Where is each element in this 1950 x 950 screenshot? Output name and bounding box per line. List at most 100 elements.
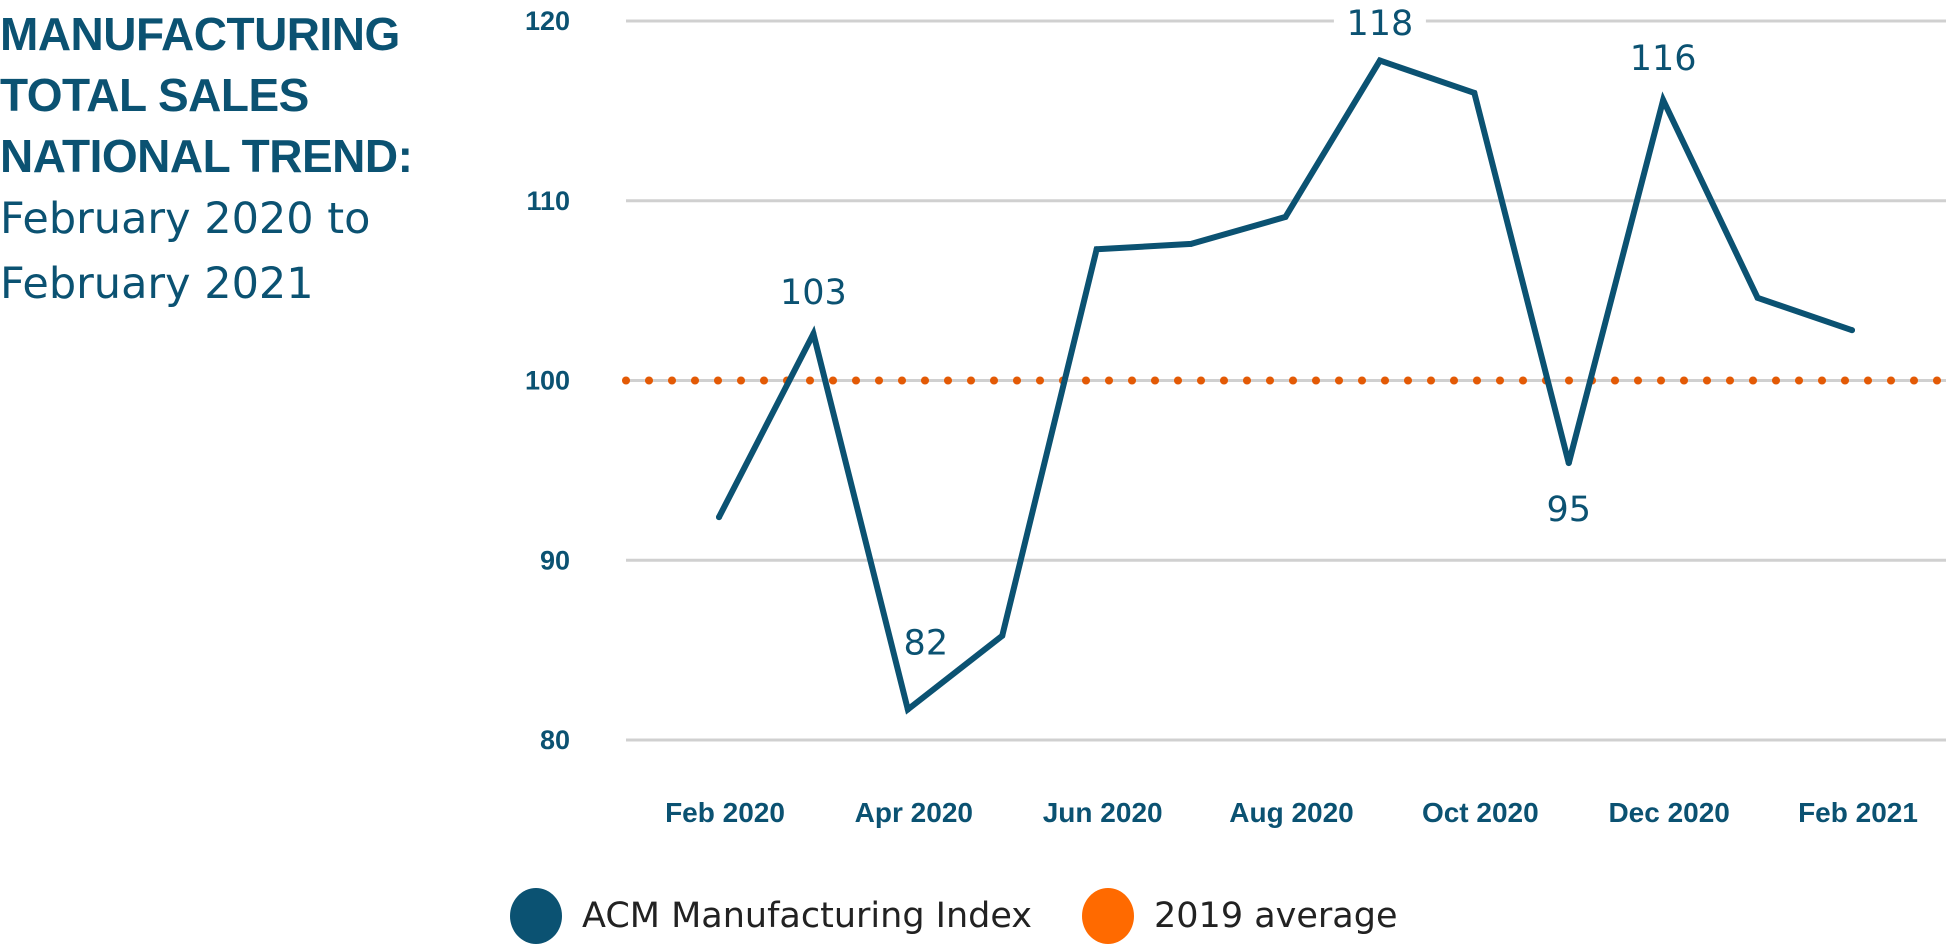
y-tick-label: 120 [525,6,570,36]
data-point-jan-2021 [1754,294,1761,301]
legend-swatch-blue-circle-icon [510,888,562,944]
reference-dot [1128,376,1136,385]
x-tick-label: Jun 2020 [1043,797,1163,828]
series-acm-manufacturing-index [716,56,1855,715]
reference-dot [1496,376,1504,385]
reference-dot [1703,376,1711,385]
reference-dot [1450,376,1458,385]
reference-dot [875,376,883,385]
reference-dot [1358,376,1366,385]
reference-dot [1404,376,1412,385]
data-label-118: 118 [1347,4,1414,44]
chart-subtitle-line-1: February 2020 to [0,194,371,244]
reference-dot [1841,376,1849,385]
reference-dot [944,376,952,385]
reference-dot [668,376,676,385]
chart-title-block: MANUFACTURING TOTAL SALES NATIONAL TREND… [0,4,413,317]
reference-dot [806,376,814,385]
data-point-nov-2020 [1565,460,1572,467]
x-tick-label: Apr 2020 [855,797,973,828]
reference-dot [1197,376,1205,385]
reference-dot [1243,376,1251,385]
x-tick-label: Feb 2020 [665,797,785,828]
data-point-aug-2020 [1282,213,1289,220]
reference-dot [1473,376,1481,385]
reference-dot [760,376,768,385]
reference-dot [1427,376,1435,385]
chart-title-line-2: TOTAL SALES [0,69,309,121]
legend: ACM Manufacturing Index 2019 average [510,888,1448,944]
reference-dot [1036,376,1044,385]
reference-dot [645,376,653,385]
series-line [716,56,1855,715]
reference-dot [1312,376,1320,385]
reference-dot [1220,376,1228,385]
x-tick-label: Aug 2020 [1229,797,1354,828]
data-point-jul-2020 [1188,240,1195,247]
reference-dot [1864,376,1872,385]
legend-swatch-orange-circle-icon [1082,888,1135,944]
reference-dot [921,376,929,385]
x-tick-label: Dec 2020 [1608,797,1729,828]
reference-dot [1634,376,1642,385]
data-point-feb-2021 [1849,327,1855,334]
reference-dot [852,376,860,385]
x-tick-label: Feb 2021 [1798,797,1918,828]
data-label-82: 82 [904,623,949,663]
reference-dot [1726,376,1734,385]
line-chart: 120 110 100 90 80 103 82 118 95 116 Feb 2020 Apr … [525,4,1946,828]
data-label-103: 103 [780,273,847,313]
reference-dot [1749,376,1757,385]
legend-item-2019-average: 2019 average [1082,888,1398,944]
reference-dot [1151,376,1159,385]
reference-dot [1818,376,1826,385]
chart-subtitle-line-2: February 2021 [0,259,314,309]
reference-dot [1335,376,1343,385]
reference-dot [898,376,906,385]
reference-dot [829,376,837,385]
reference-dot [1910,376,1918,385]
label-background [1333,8,1426,36]
legend-label: ACM Manufacturing Index [582,896,1033,936]
reference-dot [1082,376,1090,385]
data-point-may-2020 [999,632,1006,639]
reference-line-2019-average [622,376,1941,385]
reference-dot [1381,376,1389,385]
y-tick-label: 110 [526,186,570,216]
reference-dot [1266,376,1274,385]
data-labels: 103 82 118 95 116 [780,4,1697,663]
data-point-mar-2020 [810,330,817,337]
reference-dot [1105,376,1113,385]
legend-item-acm-index: ACM Manufacturing Index [510,888,1032,944]
x-tick-label: Oct 2020 [1422,797,1539,828]
data-point-apr-2020 [904,706,911,713]
reference-dot [990,376,998,385]
data-point-jun-2020 [1093,246,1100,253]
reference-dot [1519,376,1527,385]
reference-dot [1289,376,1297,385]
reference-dot [714,376,722,385]
reference-dot [1772,376,1780,385]
reference-dot [1933,376,1941,385]
legend-label: 2019 average [1154,896,1398,936]
reference-dot [1657,376,1665,385]
y-tick-label: 100 [525,366,570,396]
chart-title-line-3: NATIONAL TREND: [0,130,413,182]
data-point-oct-2020 [1471,89,1478,96]
reference-dot [1680,376,1688,385]
chart-title-line-1: MANUFACTURING [0,8,400,60]
reference-dot [1013,376,1021,385]
data-point-dec-2020 [1660,97,1667,104]
y-tick-label: 90 [540,545,570,575]
reference-dot [737,376,745,385]
data-label-95: 95 [1546,490,1591,530]
reference-dot [1795,376,1803,385]
reference-dot [1611,376,1619,385]
reference-dot [691,376,699,385]
y-tick-label: 80 [540,725,570,755]
reference-dot [1887,376,1895,385]
data-point-sep-2020 [1376,57,1383,64]
reference-dot [1174,376,1182,385]
data-point-feb-2020 [716,514,722,521]
data-label-116: 116 [1630,39,1697,79]
